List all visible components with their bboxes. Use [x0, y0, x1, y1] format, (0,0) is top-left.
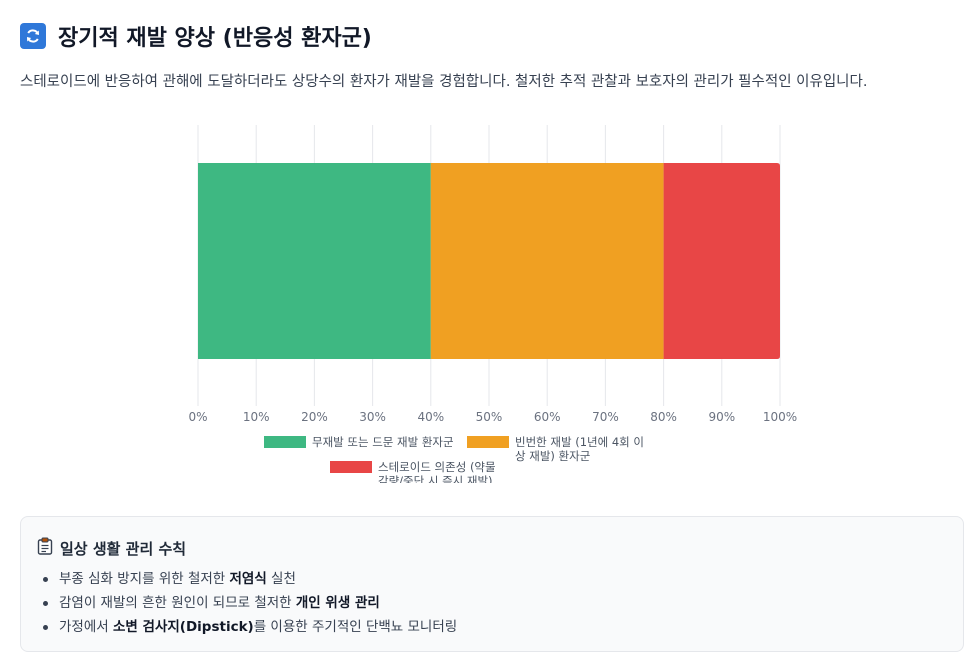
legend-item: 빈번한 재발 (1년에 4회 이상 재발) 환자군 — [467, 435, 645, 463]
legend-swatch — [467, 436, 509, 448]
legend-item: 스테로이드 의존성 (약물 감량/중단 시 즉시 재발) — [330, 460, 508, 483]
legend-swatch — [264, 436, 306, 448]
clipboard-icon — [37, 537, 53, 559]
bullet — [43, 625, 48, 630]
tip-text: 를 이용한 주기적인 단백뇨 모니터링 — [253, 619, 458, 635]
x-tick-label: 60% — [534, 410, 561, 424]
x-tick-label: 90% — [708, 410, 735, 424]
x-tick-label: 40% — [417, 410, 444, 424]
tip-text: 실천 — [266, 571, 296, 587]
list-item: 가정에서 소변 검사지(Dipstick)를 이용한 주기적인 단백뇨 모니터링 — [37, 615, 457, 639]
bar-segment — [430, 163, 664, 359]
stacked-bar-chart: 0% 10% 20% 30% 40% 50% 60% 70% 80% 90% 100% — [188, 125, 797, 424]
legend-label: 빈번한 재발 (1년에 4회 이상 재발) 환자군 — [515, 435, 644, 463]
page-subtitle: 스테로이드에 반응하여 관해에 도달하더라도 상당수의 환자가 재발을 경험합니… — [20, 74, 868, 90]
tips-list: 부종 심화 방지를 위한 철저한 저염식 실천 감염이 재발의 흔한 원인이 되… — [37, 567, 457, 639]
tip-emphasis: 개인 위생 관리 — [295, 595, 380, 611]
x-tick-label: 100% — [763, 410, 797, 424]
tips-card-title: 일상 생활 관리 수칙 — [37, 537, 186, 559]
bullet — [43, 577, 48, 582]
section-header: 장기적 재발 양상 (반응성 환자군) — [20, 20, 372, 52]
bullet — [43, 601, 48, 606]
tips-card: 일상 생활 관리 수칙 부종 심화 방지를 위한 철저한 저염식 실천 감염이 … — [20, 516, 964, 652]
tip-emphasis: 저염식 — [229, 571, 267, 587]
refresh-icon — [20, 23, 46, 49]
legend-label: 스테로이드 의존성 (약물 감량/중단 시 즉시 재발) — [378, 460, 496, 483]
x-tick-label: 20% — [301, 410, 328, 424]
chart-legend: 무재발 또는 드문 재발 환자군 빈번한 재발 (1년에 4회 이상 재발) 환자… — [258, 435, 678, 483]
legend-item: 무재발 또는 드문 재발 환자군 — [264, 435, 462, 449]
list-item: 감염이 재발의 흔한 원인이 되므로 철저한 개인 위생 관리 — [37, 591, 457, 615]
tip-emphasis: 소변 검사지(Dipstick) — [112, 619, 254, 635]
list-item: 부종 심화 방지를 위한 철저한 저염식 실천 — [37, 567, 457, 591]
x-tick-label: 50% — [476, 410, 503, 424]
legend-label: 무재발 또는 드문 재발 환자군 — [312, 435, 454, 449]
x-tick-label: 0% — [188, 410, 207, 424]
bar-segment — [663, 163, 780, 359]
tip-text: 부종 심화 방지를 위한 철저한 — [59, 571, 230, 587]
x-tick-label: 30% — [359, 410, 386, 424]
x-tick-label: 70% — [592, 410, 619, 424]
tip-text: 가정에서 — [59, 619, 113, 635]
tip-text: 감염이 재발의 흔한 원인이 되므로 철저한 — [59, 595, 296, 611]
tips-title-text: 일상 생활 관리 수칙 — [60, 539, 187, 558]
legend-swatch — [330, 461, 372, 473]
page-title: 장기적 재발 양상 (반응성 환자군) — [58, 26, 372, 51]
x-tick-label: 10% — [243, 410, 270, 424]
x-tick-label: 80% — [650, 410, 677, 424]
bar-segment — [198, 163, 431, 359]
